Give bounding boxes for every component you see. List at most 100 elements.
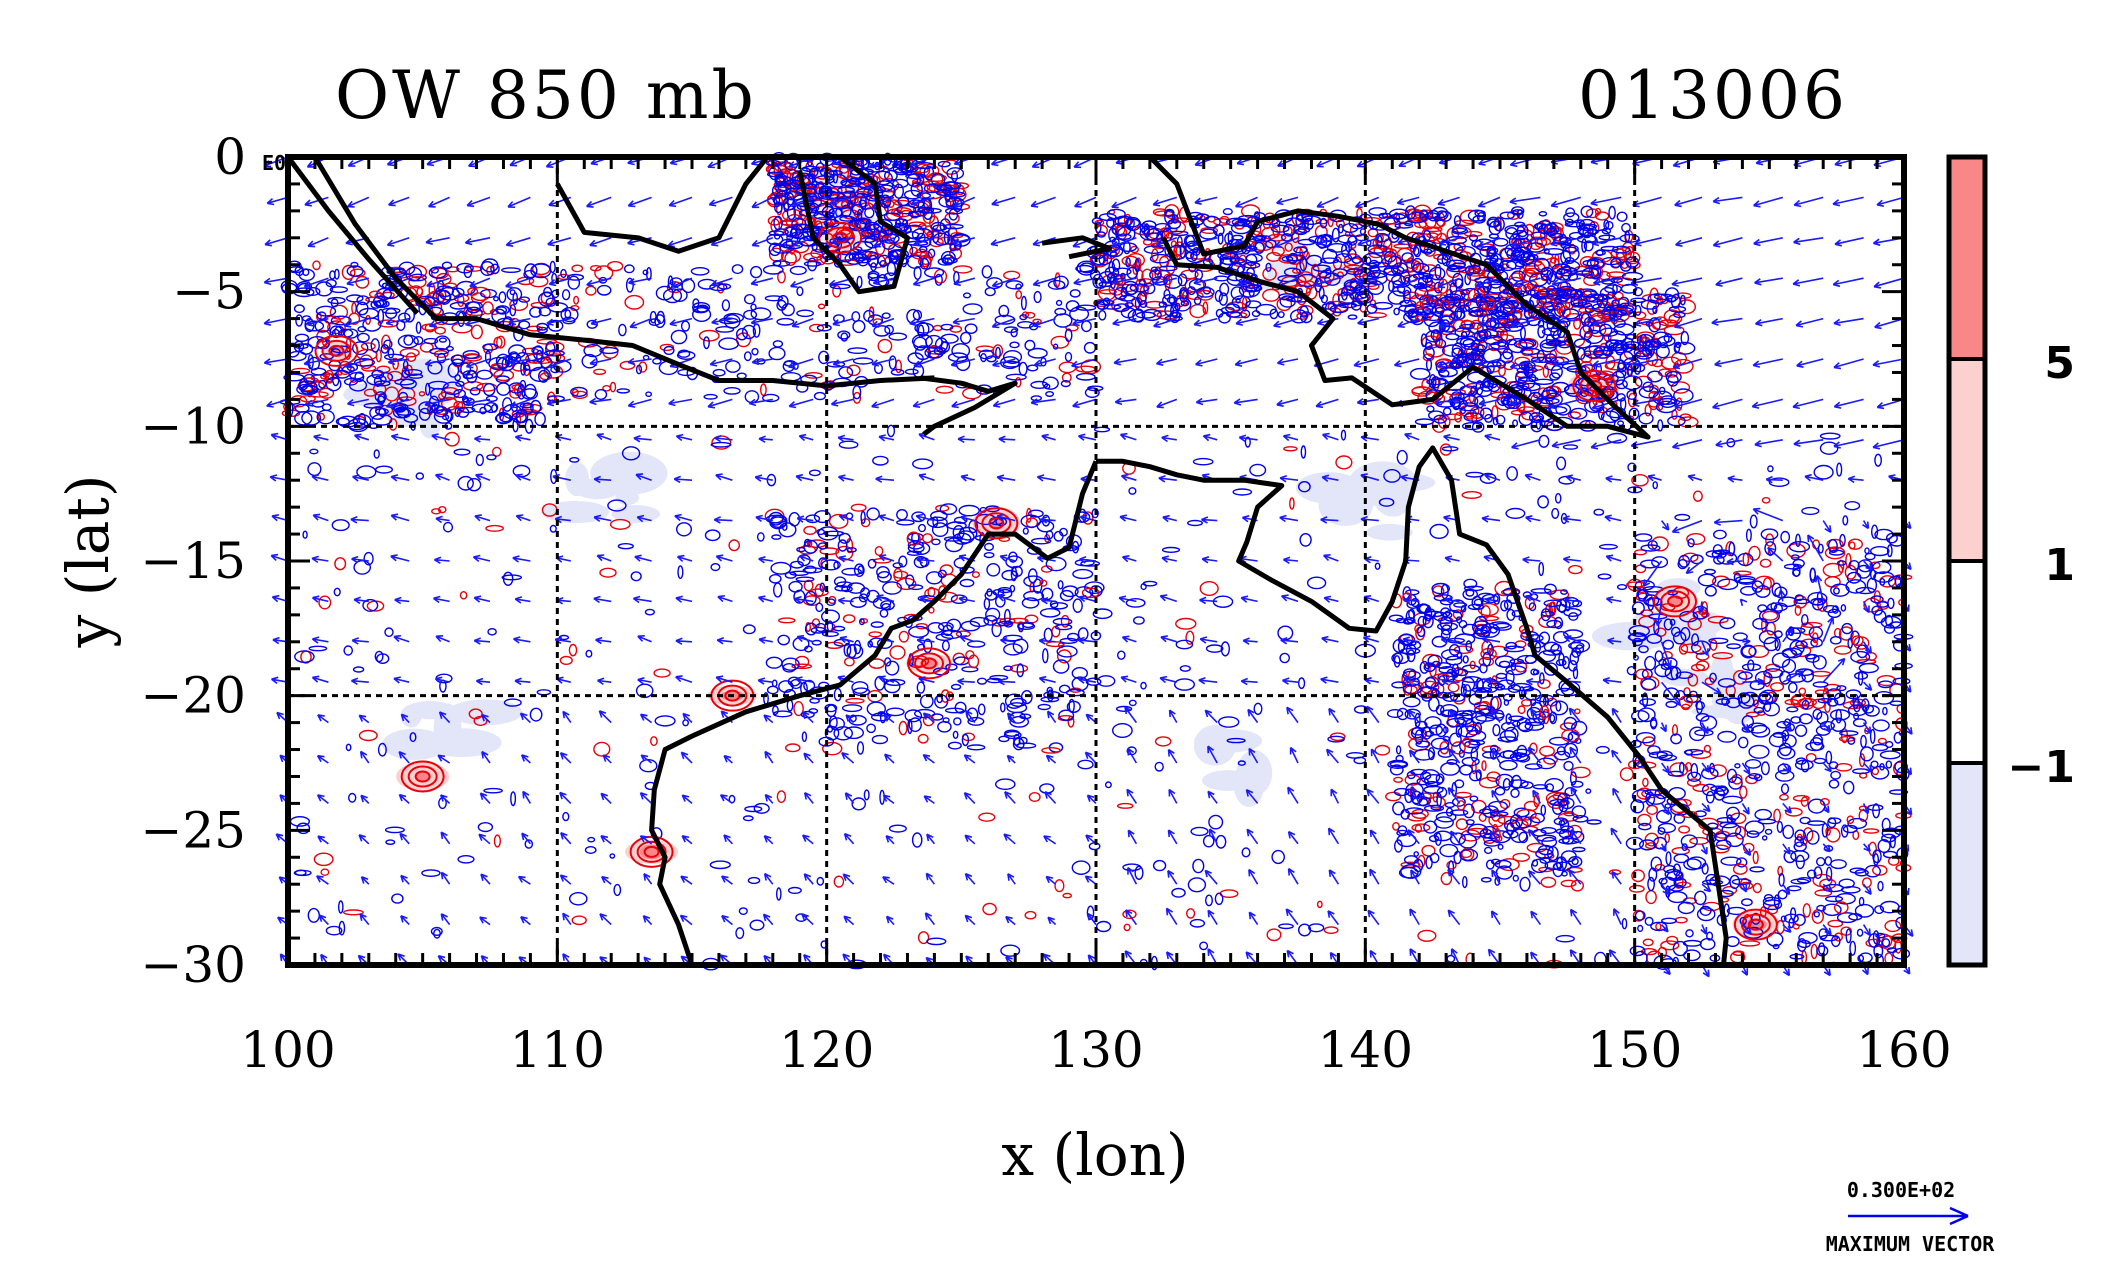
- ow-contour-positive: [1660, 356, 1682, 370]
- ow-contour-positive: [341, 264, 356, 281]
- ow-contour-negative: [1245, 300, 1262, 309]
- ow-contour-negative: [1355, 293, 1369, 305]
- ow-contour-negative: [1426, 405, 1435, 413]
- ow-contour-negative: [1245, 253, 1258, 267]
- ow-contour-negative: [1474, 209, 1486, 217]
- ow-contour-negative: [1303, 218, 1309, 230]
- ow-contour-negative: [387, 347, 395, 359]
- ow-contour-negative: [853, 253, 869, 262]
- ow-contour-negative: [423, 337, 439, 345]
- ow-contour-negative: [1265, 262, 1272, 272]
- ow-contour-negative: [1255, 303, 1277, 316]
- ow-contour-negative: [1202, 286, 1212, 295]
- ow-contour-negative: [1281, 255, 1294, 262]
- ow-contour-negative: [1412, 262, 1430, 274]
- ow-contour-negative: [814, 175, 835, 185]
- ow-contour-negative: [490, 403, 498, 413]
- ow-contour-negative: [1652, 390, 1673, 406]
- ow-contour-negative: [1603, 219, 1610, 231]
- ow-contour-negative: [1449, 362, 1463, 369]
- ow-contour-negative: [1517, 376, 1539, 382]
- ow-shade-negative: [574, 478, 621, 500]
- ow-contour-negative: [534, 412, 546, 427]
- ow-contour-positive: [1422, 353, 1435, 362]
- ow-contour-positive: [1295, 247, 1304, 261]
- ow-contour-positive: [482, 301, 494, 315]
- ow-contour-negative: [1431, 206, 1449, 222]
- ow-contour-negative: [1493, 258, 1504, 272]
- ow-contour-negative: [427, 380, 449, 390]
- ow-contour-negative: [1642, 381, 1654, 393]
- ow-contour-negative: [864, 165, 885, 173]
- ow-contour-positive: [1624, 245, 1635, 261]
- ow-contour-negative: [357, 326, 367, 333]
- ow-contour-negative: [1667, 374, 1679, 387]
- ow-contour-negative: [536, 326, 548, 334]
- ow-contour-negative: [379, 372, 394, 383]
- ow-contour-positive: [418, 391, 426, 397]
- ow-contour-negative: [1320, 294, 1329, 304]
- ow-contour-negative: [1507, 338, 1528, 354]
- ow-contour-negative: [893, 183, 905, 199]
- ow-contour-negative: [509, 289, 516, 296]
- ow-contour-negative: [376, 287, 392, 301]
- ow-contour-positive: [327, 320, 346, 335]
- ow-contour-negative: [315, 281, 333, 297]
- ow-contour-negative: [1453, 215, 1462, 227]
- ow-contour-negative: [937, 257, 953, 266]
- ow-contour-negative: [441, 261, 453, 270]
- ow-contour-negative: [1199, 228, 1218, 240]
- time-stamp: 013006: [1578, 57, 1848, 134]
- ow-contour-negative: [1510, 249, 1530, 262]
- ow-contour-negative: [1505, 226, 1519, 240]
- ow-contour-negative: [1383, 250, 1397, 263]
- ow-contour-positive: [493, 369, 515, 382]
- ow-contour-negative: [1368, 207, 1387, 216]
- ow-contour-negative: [304, 320, 325, 332]
- ow-contour-negative: [1569, 289, 1584, 300]
- ow-contour-negative: [377, 393, 386, 404]
- ow-contour-negative: [1367, 280, 1385, 295]
- ow-contour-negative: [1623, 340, 1640, 349]
- ow-contour-negative: [335, 417, 350, 426]
- ow-contour-negative: [1217, 232, 1224, 245]
- ow-contour-negative: [1108, 261, 1116, 274]
- ow-contour-negative: [1235, 297, 1241, 304]
- ow-contour-positive: [1165, 232, 1174, 239]
- ow-contour-negative: [1605, 220, 1614, 230]
- ow-contour-negative: [1106, 208, 1126, 220]
- ow-contour-negative: [1537, 319, 1545, 328]
- ow-contour-negative: [1376, 235, 1383, 249]
- ow-contour-negative: [1362, 252, 1383, 267]
- ow-contour-negative: [777, 183, 791, 192]
- ow-contour-negative: [1626, 389, 1637, 401]
- ow-contour-negative: [1326, 242, 1348, 253]
- ow-contour-positive: [1459, 404, 1480, 418]
- ow-contour-negative: [1665, 371, 1682, 384]
- ow-contour-negative: [1514, 261, 1525, 268]
- ow-contour-negative: [1358, 287, 1370, 299]
- ow-contour-negative: [1409, 367, 1431, 380]
- ow-contour-negative: [884, 169, 898, 182]
- ow-shade-negative: [1193, 724, 1237, 766]
- ow-contour-negative: [1583, 329, 1604, 345]
- ow-contour-negative: [1404, 303, 1419, 319]
- ow-contour-negative: [550, 365, 561, 374]
- ow-contour-negative: [1372, 301, 1393, 310]
- ow-contour-negative: [1434, 263, 1442, 280]
- ow-contour-negative: [495, 353, 511, 369]
- ow-contour-positive: [1503, 360, 1515, 371]
- ow-contour-negative: [538, 306, 552, 317]
- ow-contour-negative: [425, 382, 431, 396]
- ow-contour-negative: [1164, 208, 1175, 218]
- ow-contour-positive: [1099, 289, 1117, 295]
- ow-contour-negative: [815, 202, 834, 216]
- ow-contour-negative: [1449, 397, 1461, 408]
- ow-contour-negative: [398, 261, 416, 276]
- ow-contour-negative: [1340, 242, 1350, 258]
- ow-contour-positive: [1579, 256, 1596, 269]
- ow-contour-negative: [1680, 331, 1690, 346]
- ow-contour-negative: [506, 287, 523, 302]
- ow-contour-negative: [935, 189, 952, 197]
- ow-contour-negative: [1366, 239, 1372, 247]
